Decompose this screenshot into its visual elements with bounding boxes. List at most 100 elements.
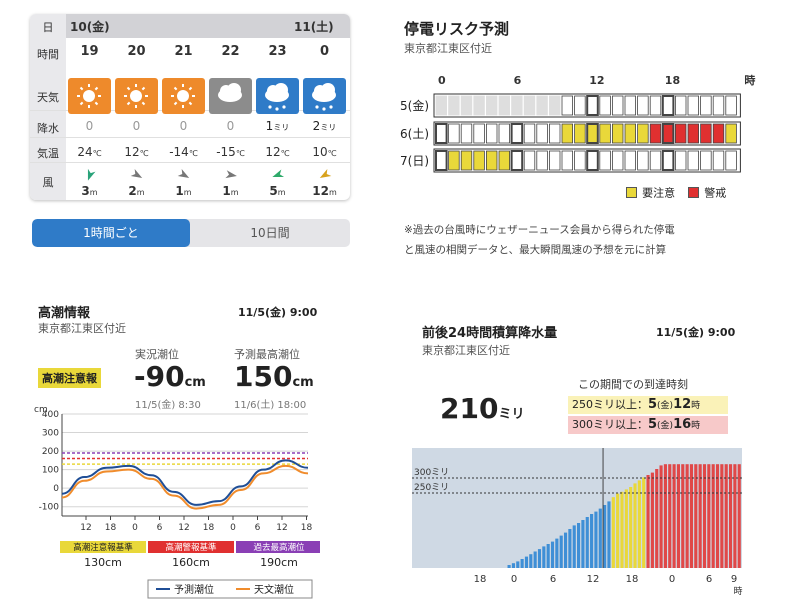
outage-hour-cell [498, 150, 511, 171]
outage-hour-cell [725, 150, 737, 171]
outage-hour-cell [725, 123, 737, 144]
rain-bar [659, 465, 663, 568]
outage-legend: 要注意 警戒 [626, 182, 726, 201]
row-label-wind: 風 [42, 176, 54, 189]
wind-direction-icon [207, 168, 254, 185]
rain-bar [702, 464, 707, 568]
outage-hour-cell [561, 123, 574, 144]
tide-y-tick: 200 [42, 447, 59, 457]
actual-tide-value: -90cm [134, 360, 206, 393]
temp-unit: ℃ [235, 149, 245, 158]
sun-icon [115, 78, 158, 114]
outage-hour-cell [548, 123, 561, 144]
outage-hour-cell [649, 150, 662, 171]
rain-bar [728, 464, 733, 568]
outage-hour-cell [700, 123, 712, 144]
outage-hour-cell [586, 150, 599, 171]
hour-cell: 21 [174, 44, 193, 59]
tide-x-tick: 6 [157, 523, 163, 533]
threshold-badge [60, 541, 146, 553]
snow-cloud-icon [256, 78, 299, 114]
outage-hour-cell [661, 150, 675, 171]
arrival-250-day: 5 [648, 397, 658, 412]
hour-cell: 0 [319, 44, 330, 59]
rain-bar [737, 464, 741, 568]
actual-tide-unit: cm [184, 375, 206, 390]
temp-unit: ℃ [280, 149, 290, 158]
hourly-weather-table: 10(金) 11(土) 日 時間 天気 降水 気温 風 19 0 24℃ 3m 20 0 1… [30, 14, 350, 200]
rain-x-tick: 18 [626, 574, 639, 585]
outage-hour-cell [435, 123, 448, 144]
row-divider [30, 162, 350, 163]
wind-cell: 12m [301, 184, 348, 198]
wind-cell: 3m [66, 184, 113, 198]
outage-hour-cell [712, 95, 725, 116]
outage-hour-cell [523, 95, 536, 116]
rain-datetime: 11/5(金) 9:00 [656, 326, 736, 339]
precip-value: 1 [265, 119, 274, 133]
snow-cloud-icon [303, 78, 346, 114]
outage-hour-cell [448, 95, 460, 116]
rain-bar [646, 475, 650, 568]
arrival-250-label: 250ミリ以上： [572, 398, 648, 411]
outage-hour-cell [637, 150, 649, 171]
peak-tide-number: 150 [234, 360, 293, 393]
legend-warning-label: 警戒 [704, 186, 727, 200]
precip-cell: 1ミリ [254, 119, 301, 133]
rain-bar [672, 464, 676, 568]
outage-hour-cell [511, 95, 523, 116]
temp-value: -14 [169, 145, 189, 159]
tide-legend-label: 予測潮位 [174, 583, 214, 596]
rain-bar [590, 514, 594, 568]
outage-hour-cell [637, 95, 649, 116]
arrival-250: 250ミリ以上：5(金)12時 [568, 396, 728, 414]
outage-location: 東京都江東区付近 [404, 42, 492, 55]
outage-hour-cell [435, 150, 448, 171]
rain-location: 東京都江東区付近 [422, 344, 510, 357]
tab-10days[interactable]: 10日間 [250, 226, 290, 240]
outage-hour-cell [486, 123, 498, 144]
outage-hour-cell [460, 95, 473, 116]
actual-tide-time: 11/5(金) 8:30 [135, 400, 201, 411]
row-label-day: 日 [42, 21, 54, 34]
rain-bar [668, 464, 672, 568]
outage-note: ※過去の台風時にウェザーニュース会員から得られた停電 と風速の相関データと、最大… [404, 220, 675, 260]
outage-hour-cell [661, 95, 675, 116]
wind-direction-icon [301, 168, 348, 185]
rain-bar [507, 565, 511, 568]
outage-hour-cell [574, 123, 586, 144]
outage-hour-cell [611, 150, 624, 171]
tab-hourly[interactable]: 1時間ごと [32, 219, 190, 247]
outage-hour-cell [611, 95, 624, 116]
wind-cell: 1m [160, 184, 207, 198]
temp-cell: -14℃ [160, 145, 207, 159]
temp-cell: -15℃ [207, 145, 254, 159]
rain-bar [616, 493, 620, 568]
arrival-250-unit: 時 [691, 401, 701, 411]
outage-hour-cell [649, 123, 662, 144]
arrival-300-label: 300ミリ以上： [572, 418, 648, 431]
temp-unit: ℃ [327, 149, 337, 158]
row-label-column [30, 14, 66, 200]
legend-swatch-caution [626, 187, 637, 198]
outage-hour-cell [498, 123, 511, 144]
rain-bar [572, 525, 576, 568]
tide-legend-label: 天文潮位 [254, 583, 294, 596]
rain-bar [563, 532, 568, 568]
threshold-value: 130cm [84, 556, 122, 569]
wind-value: 5 [269, 184, 278, 198]
wind-direction-icon [66, 168, 113, 185]
outage-hour-cell [649, 95, 662, 116]
outage-hour-cell [687, 95, 700, 116]
outage-hour-cell [536, 150, 548, 171]
outage-day-label: 5(金) [400, 98, 429, 113]
arrival-300: 300ミリ以上：5(金)16時 [568, 416, 728, 434]
rain-total-unit: ミリ [498, 407, 525, 422]
wind-value: 12 [312, 184, 329, 198]
rain-ref-label: 300ミリ [414, 468, 449, 478]
tide-y-tick: 0 [53, 484, 59, 494]
outage-day-label: 7(日) [400, 154, 429, 168]
outage-hour-cell [611, 123, 624, 144]
outage-hour-tick: 18 [665, 74, 680, 87]
hour-cell: 22 [221, 44, 240, 59]
